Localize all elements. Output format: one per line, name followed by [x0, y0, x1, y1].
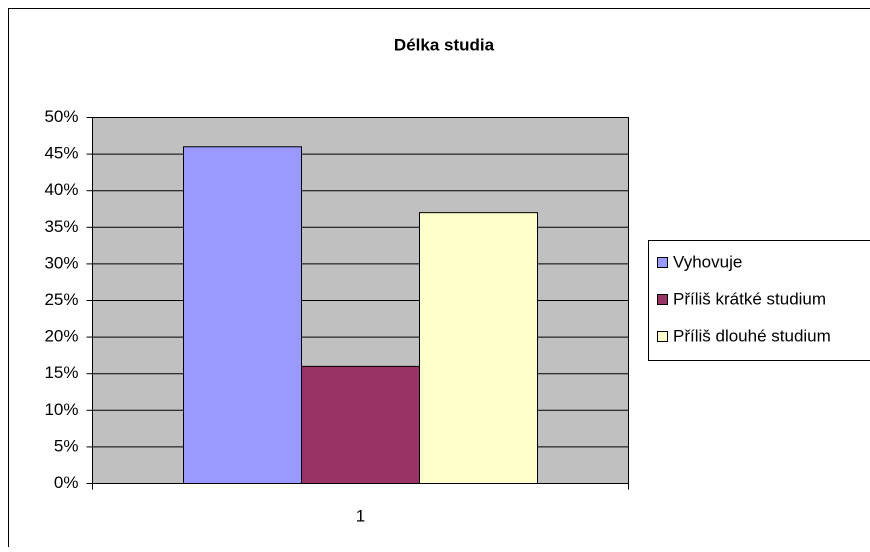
bar	[420, 213, 538, 484]
bar	[302, 366, 420, 483]
legend-swatch	[658, 258, 668, 268]
y-tick-label: 35%	[44, 217, 78, 236]
legend-label: Příliš dlouhé studium	[673, 326, 831, 345]
legend-swatch	[658, 332, 668, 342]
y-tick-label: 15%	[44, 363, 78, 382]
chart-title: Délka studia	[394, 35, 495, 54]
y-tick-label: 45%	[44, 144, 78, 163]
y-tick-label: 10%	[44, 400, 78, 419]
y-tick-label: 5%	[54, 436, 79, 455]
y-tick-label: 50%	[44, 107, 78, 126]
legend-label: Vyhovuje	[673, 252, 742, 271]
bar	[184, 147, 302, 484]
x-tick-label: 1	[356, 506, 365, 525]
y-tick-label: 20%	[44, 327, 78, 346]
y-tick-label: 0%	[54, 473, 79, 492]
legend-label: Příliš krátké studium	[673, 289, 826, 308]
legend-swatch	[658, 295, 668, 305]
y-tick-label: 40%	[44, 180, 78, 199]
y-tick-label: 25%	[44, 290, 78, 309]
y-tick-label: 30%	[44, 253, 78, 272]
